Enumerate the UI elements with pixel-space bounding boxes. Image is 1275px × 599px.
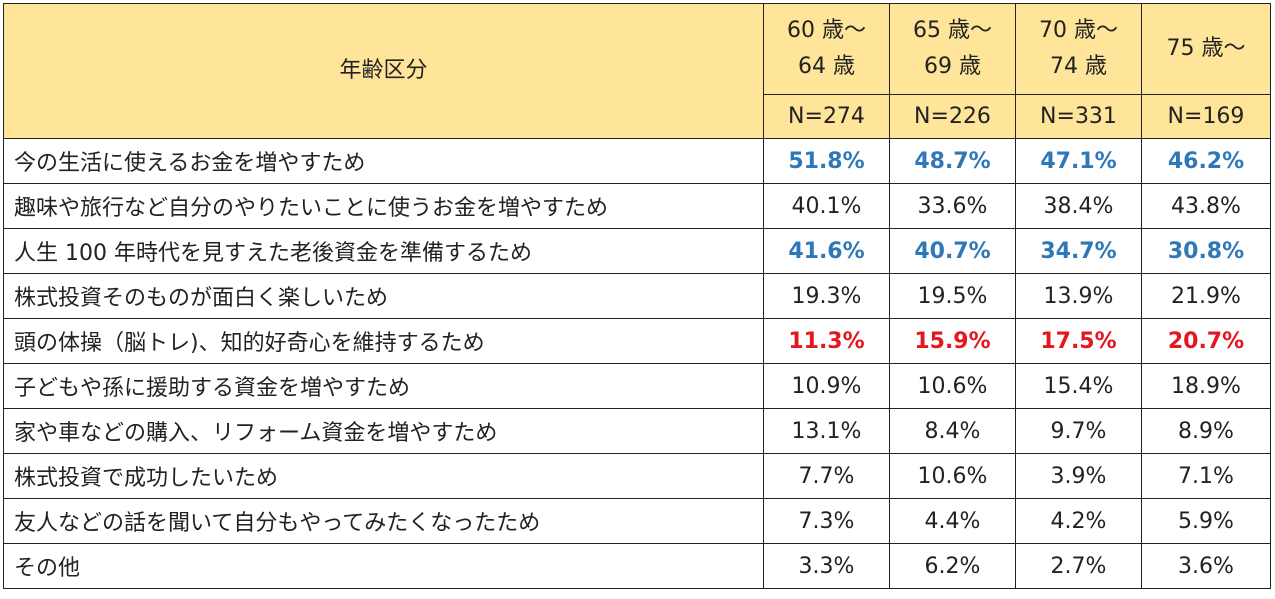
cell-value: 20.7% (1141, 318, 1271, 364)
table-row: 頭の体操（脳トレ)、知的好奇心を維持するため 11.3% 15.9% 17.5%… (3, 318, 1271, 364)
cell-value: 51.8% (763, 138, 890, 184)
cell-value: 5.9% (1141, 498, 1271, 544)
row-label: 家や車などの購入、リフォーム資金を増やすため (3, 408, 764, 454)
age-header-line2: 64 歳 (798, 54, 855, 79)
age-header-65-69: 65 歳～ 69 歳 (889, 3, 1016, 95)
cell-value: 38.4% (1015, 183, 1142, 229)
cell-value: 21.9% (1141, 273, 1271, 319)
cell-value: 40.1% (763, 183, 890, 229)
cell-value: 41.6% (763, 228, 890, 274)
cell-value: 4.4% (889, 498, 1016, 544)
cell-value: 10.9% (763, 363, 890, 409)
cell-value: 48.7% (889, 138, 1016, 184)
cell-value: 47.1% (1015, 138, 1142, 184)
cell-value: 17.5% (1015, 318, 1142, 364)
row-label: 株式投資で成功したいため (3, 453, 764, 499)
age-header-75-plus: 75 歳～ (1141, 3, 1271, 95)
cell-value: 33.6% (889, 183, 1016, 229)
age-header-line2: 69 歳 (924, 54, 981, 79)
cell-value: 3.3% (763, 543, 890, 589)
age-category-header: 年齢区分 (3, 3, 764, 139)
row-label: 人生 100 年時代を見すえた老後資金を準備するため (3, 228, 764, 274)
cell-value: 15.4% (1015, 363, 1142, 409)
cell-value: 19.3% (763, 273, 890, 319)
cell-value: 2.7% (1015, 543, 1142, 589)
cell-value: 6.2% (889, 543, 1016, 589)
cell-value: 46.2% (1141, 138, 1271, 184)
row-label: 子どもや孫に援助する資金を増やすため (3, 363, 764, 409)
age-header-70-74: 70 歳～ 74 歳 (1015, 3, 1142, 95)
cell-value: 43.8% (1141, 183, 1271, 229)
cell-value: 40.7% (889, 228, 1016, 274)
row-label: 友人などの話を聞いて自分もやってみたくなったため (3, 498, 764, 544)
row-label: 株式投資そのものが面白く楽しいため (3, 273, 764, 319)
row-label: その他 (3, 543, 764, 589)
cell-value: 7.7% (763, 453, 890, 499)
table-row: その他 3.3% 6.2% 2.7% 3.6% (3, 543, 1271, 589)
cell-value: 13.9% (1015, 273, 1142, 319)
table-row: 趣味や旅行など自分のやりたいことに使うお金を増やすため 40.1% 33.6% … (3, 183, 1271, 229)
table-row: 今の生活に使えるお金を増やすため 51.8% 48.7% 47.1% 46.2% (3, 138, 1271, 184)
row-label: 趣味や旅行など自分のやりたいことに使うお金を増やすため (3, 183, 764, 229)
cell-value: 8.9% (1141, 408, 1271, 454)
cell-value: 3.9% (1015, 453, 1142, 499)
cell-value: 15.9% (889, 318, 1016, 364)
sample-size-65-69: N=226 (889, 94, 1016, 139)
cell-value: 10.6% (889, 453, 1016, 499)
cell-value: 8.4% (889, 408, 1016, 454)
survey-table: 年齢区分 60 歳～ 64 歳 65 歳～ 69 歳 70 歳～ 74 歳 75… (3, 3, 1271, 589)
cell-value: 11.3% (763, 318, 890, 364)
cell-value: 10.6% (889, 363, 1016, 409)
cell-value: 4.2% (1015, 498, 1142, 544)
table-row: 株式投資で成功したいため 7.7% 10.6% 3.9% 7.1% (3, 453, 1271, 499)
cell-value: 7.1% (1141, 453, 1271, 499)
cell-value: 30.8% (1141, 228, 1271, 274)
sample-size-70-74: N=331 (1015, 94, 1142, 139)
cell-value: 19.5% (889, 273, 1016, 319)
cell-value: 7.3% (763, 498, 890, 544)
sample-size-60-64: N=274 (763, 94, 890, 139)
table-row: 子どもや孫に援助する資金を増やすため 10.9% 10.6% 15.4% 18.… (3, 363, 1271, 409)
cell-value: 13.1% (763, 408, 890, 454)
table-body: 今の生活に使えるお金を増やすため 51.8% 48.7% 47.1% 46.2%… (3, 138, 1271, 589)
age-header-60-64: 60 歳～ 64 歳 (763, 3, 890, 95)
age-header-line1: 75 歳～ (1166, 36, 1246, 61)
cell-value: 3.6% (1141, 543, 1271, 589)
table-row: 人生 100 年時代を見すえた老後資金を準備するため 41.6% 40.7% 3… (3, 228, 1271, 274)
table-row: 家や車などの購入、リフォーム資金を増やすため 13.1% 8.4% 9.7% 8… (3, 408, 1271, 454)
cell-value: 9.7% (1015, 408, 1142, 454)
row-label: 今の生活に使えるお金を増やすため (3, 138, 764, 184)
row-label: 頭の体操（脳トレ)、知的好奇心を維持するため (3, 318, 764, 364)
age-header-line1: 60 歳～ (787, 18, 866, 43)
table-row: 友人などの話を聞いて自分もやってみたくなったため 7.3% 4.4% 4.2% … (3, 498, 1271, 544)
cell-value: 34.7% (1015, 228, 1142, 274)
age-header-line1: 70 歳～ (1039, 18, 1118, 43)
table-row: 株式投資そのものが面白く楽しいため 19.3% 19.5% 13.9% 21.9… (3, 273, 1271, 319)
age-header-line2: 74 歳 (1050, 54, 1107, 79)
age-header-line1: 65 歳～ (913, 18, 992, 43)
sample-size-75-plus: N=169 (1141, 94, 1271, 139)
cell-value: 18.9% (1141, 363, 1271, 409)
